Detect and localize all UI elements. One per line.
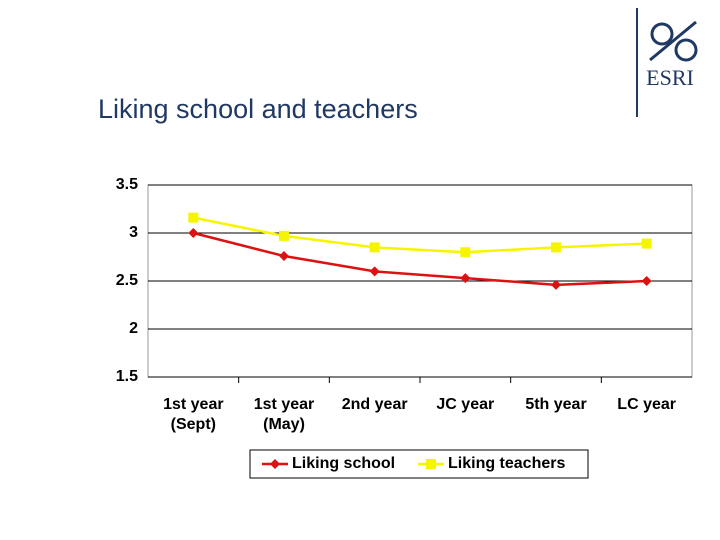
logo-text: ESRI	[646, 65, 694, 90]
y-tick-label: 3	[129, 224, 138, 241]
point	[460, 273, 471, 284]
y-tick-label: 3.5	[116, 176, 138, 193]
x-tick-label: 1st year (May)	[253, 396, 315, 433]
y-tick-label: 2	[129, 320, 138, 337]
legend-box	[249, 449, 589, 479]
legend-label: Liking teachers	[448, 455, 565, 472]
point	[460, 247, 471, 258]
point	[551, 242, 561, 253]
point	[369, 242, 380, 253]
logo-mark	[649, 20, 698, 62]
y-tick-label: 1.5	[116, 368, 138, 385]
point	[641, 238, 652, 249]
point	[369, 266, 380, 277]
x-tick-label: JC year	[436, 396, 495, 413]
point	[188, 212, 199, 223]
x-tick-label: 1st year (Sept)	[163, 396, 224, 433]
legend-marker	[270, 459, 280, 469]
chart-title: Liking school and teachers	[98, 94, 418, 124]
legend-marker	[426, 459, 436, 469]
point	[641, 276, 652, 286]
y-tick-label: 2.5	[116, 272, 138, 289]
point	[279, 230, 289, 241]
legend-label: Liking school	[292, 455, 395, 472]
x-tick-label: 5th year	[525, 396, 587, 413]
point	[188, 228, 199, 238]
x-tick-label: 2nd year	[341, 396, 408, 413]
point	[279, 251, 289, 262]
point	[551, 279, 561, 290]
series-line	[193, 231, 647, 287]
series-line	[193, 216, 647, 254]
x-tick-label: LC year	[617, 396, 676, 413]
